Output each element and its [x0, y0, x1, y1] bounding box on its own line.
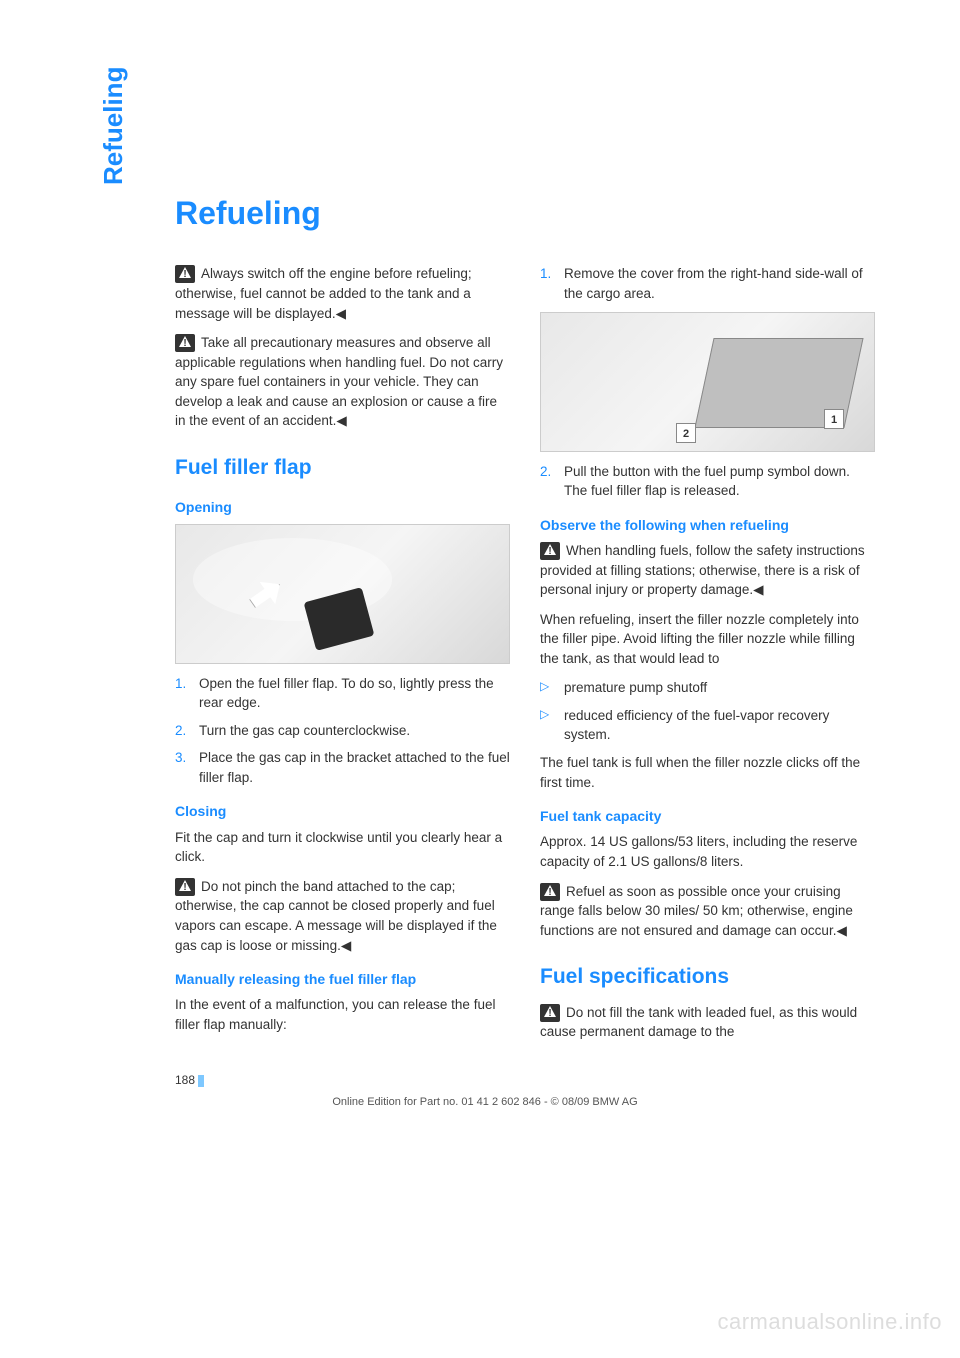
subsection-heading: Fuel tank capacity [540, 806, 875, 826]
warning-paragraph: Refuel as soon as possible once your cru… [540, 882, 875, 941]
list-item: Place the gas cap in the bracket attache… [175, 748, 510, 787]
step-text: The fuel filler flap is released. [564, 483, 740, 498]
warning-paragraph: Take all precautionary measures and obse… [175, 333, 510, 431]
warning-text: Take all precautionary measures and obse… [175, 335, 503, 428]
observe-bullets: premature pump shutoff reduced efficienc… [540, 678, 875, 745]
watermark: carmanualsonline.info [717, 1306, 942, 1338]
warning-icon [175, 334, 195, 352]
figure-fuel-flap-opening [175, 524, 510, 664]
list-item: Remove the cover from the right-hand sid… [540, 264, 875, 303]
list-item: Turn the gas cap counterclockwise. [175, 721, 510, 741]
warning-text: Do not fill the tank with leaded fuel, a… [540, 1005, 857, 1040]
warning-text: Always switch off the engine before refu… [175, 266, 472, 320]
step-text: Pull the button with the fuel pump symbo… [564, 464, 850, 479]
side-section-label: Refueling [95, 67, 133, 185]
two-column-layout: Always switch off the engine before refu… [175, 264, 880, 1051]
manual-release-steps-cont: Pull the button with the fuel pump symbo… [540, 462, 875, 501]
list-item: Open the fuel filler flap. To do so, lig… [175, 674, 510, 713]
warning-paragraph: Do not fill the tank with leaded fuel, a… [540, 1003, 875, 1042]
warning-text: Refuel as soon as possible once your cru… [540, 884, 853, 938]
list-item: reduced efficiency of the fuel-vapor rec… [540, 706, 875, 745]
figure-callout: 2 [676, 423, 696, 443]
footer-text: Online Edition for Part no. 01 41 2 602 … [90, 1095, 880, 1111]
section-heading: Fuel specifications [540, 962, 875, 992]
body-text: Fit the cap and turn it clockwise until … [175, 828, 510, 867]
warning-icon [540, 1004, 560, 1022]
warning-icon [175, 265, 195, 283]
page-title: Refueling [175, 190, 880, 236]
warning-icon [540, 883, 560, 901]
subsection-heading: Observe the following when refueling [540, 515, 875, 535]
warning-text: Do not pinch the band attached to the ca… [175, 879, 497, 953]
body-text: Approx. 14 US gallons/53 liters, includi… [540, 832, 875, 871]
warning-text: When handling fuels, follow the safety i… [540, 543, 865, 597]
warning-paragraph: Do not pinch the band attached to the ca… [175, 877, 510, 955]
warning-paragraph: When handling fuels, follow the safety i… [540, 541, 875, 600]
left-column: Always switch off the engine before refu… [175, 264, 510, 1051]
subsection-heading: Opening [175, 497, 510, 517]
list-item: premature pump shutoff [540, 678, 875, 698]
body-text: When refueling, insert the filler nozzle… [540, 610, 875, 669]
page-number: 188 [175, 1072, 880, 1089]
right-column: Remove the cover from the right-hand sid… [540, 264, 875, 1051]
warning-icon [175, 878, 195, 896]
subsection-heading: Closing [175, 801, 510, 821]
body-text: In the event of a malfunction, you can r… [175, 995, 510, 1034]
manual-release-steps: Remove the cover from the right-hand sid… [540, 264, 875, 303]
body-text: The fuel tank is full when the filler no… [540, 753, 875, 792]
page-number-value: 188 [175, 1073, 195, 1087]
page-number-bar [198, 1075, 204, 1087]
page-content: Refueling Always switch off the engine b… [90, 190, 880, 1111]
warning-paragraph: Always switch off the engine before refu… [175, 264, 510, 323]
warning-icon [540, 542, 560, 560]
section-heading: Fuel filler flap [175, 453, 510, 483]
figure-callout: 1 [824, 409, 844, 429]
list-item: Pull the button with the fuel pump symbo… [540, 462, 875, 501]
opening-steps-list: Open the fuel filler flap. To do so, lig… [175, 674, 510, 788]
figure-cargo-sidewall: 1 2 [540, 312, 875, 452]
subsection-heading: Manually releasing the fuel filler flap [175, 969, 510, 989]
